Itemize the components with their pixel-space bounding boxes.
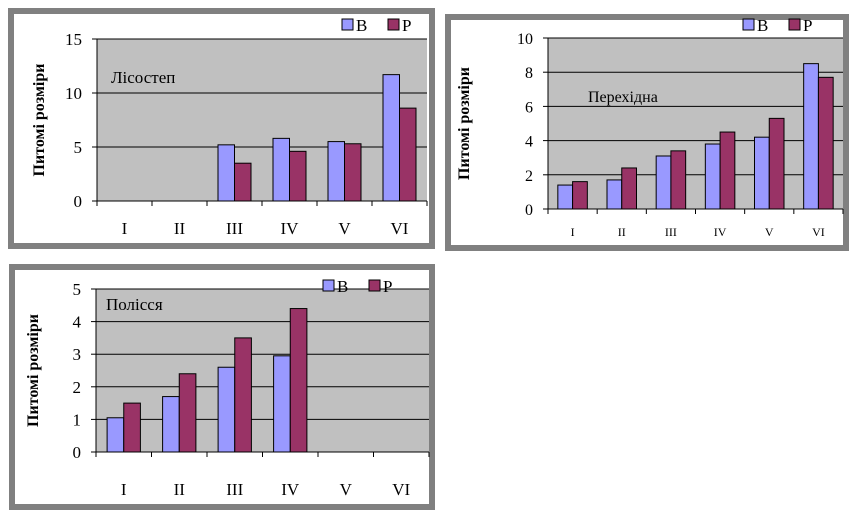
y-tick-label: 15	[65, 30, 82, 49]
region-annotation: Полісся	[106, 295, 163, 314]
y-tick-label: 10	[517, 31, 533, 48]
y-tick-label: 10	[65, 84, 82, 103]
chart-panel-perekhidna: 0 2 4 6 8 10 I II III IV V VI Питомі розміри Перехідн…	[445, 14, 849, 251]
bar-p-II	[621, 167, 637, 210]
legend-label-b: В	[337, 277, 348, 296]
category-label: II	[618, 225, 626, 239]
y-tick-label: 4	[73, 313, 82, 332]
bar-p-II	[178, 373, 197, 453]
y-tick-label: 8	[525, 65, 533, 82]
category-label: VI	[391, 219, 409, 238]
legend-swatch-p	[788, 18, 801, 31]
category-label: V	[765, 225, 774, 239]
legend-swatch-b	[341, 18, 354, 31]
category-label: III	[665, 225, 677, 239]
chart-panel-polissia: 0 1 2 3 4 5 I II III IV V VI Питомі розміри Полісся В Р	[9, 264, 435, 510]
category-label: I	[122, 219, 128, 238]
legend-swatch-b	[742, 18, 755, 31]
bar-p-III	[234, 162, 252, 202]
legend-label-p: Р	[803, 16, 812, 35]
y-tick-label: 2	[525, 168, 533, 185]
plot-area	[97, 39, 427, 201]
y-tick-label: 4	[525, 134, 533, 151]
legend-label-b: В	[356, 16, 367, 35]
bar-b-VI	[803, 63, 819, 210]
bar-b-IV	[704, 143, 721, 210]
bar-p-VI	[399, 107, 417, 202]
category-label: III	[226, 480, 243, 499]
bar-p-III	[670, 150, 687, 210]
category-label: VI	[392, 480, 410, 499]
y-tick-label: 5	[74, 138, 83, 157]
y-tick-label: 0	[73, 443, 82, 462]
y-tick-label: 5	[73, 280, 82, 299]
plot-area	[96, 289, 429, 452]
bar-p-IV	[719, 131, 736, 210]
y-tick-label: 2	[73, 378, 82, 397]
y-tick-label: 1	[73, 410, 82, 429]
y-tick-label: 6	[525, 99, 533, 116]
legend-label-p: Р	[402, 16, 411, 35]
chart-panel-lisostep: 0 5 10 15 I II III IV V VI Питомі розміри Лісостеп В…	[8, 8, 435, 249]
bar-b-III	[655, 155, 672, 210]
bar-b-IV	[273, 355, 291, 453]
y-axis-label: Питомі розміри	[456, 67, 473, 180]
bar-b-IV	[272, 137, 290, 202]
bar-b-I	[106, 417, 125, 453]
y-tick-label: 0	[525, 202, 533, 219]
bar-b-III	[217, 366, 236, 453]
y-tick-label: 3	[73, 345, 82, 364]
legend-swatch-p	[387, 18, 400, 31]
bar-b-V	[754, 136, 770, 210]
category-label: IV	[281, 480, 300, 499]
legend-label-b: В	[757, 16, 768, 35]
bar-b-II	[606, 179, 623, 210]
category-label: VI	[812, 225, 825, 239]
bar-p-V	[344, 143, 362, 202]
category-label: IV	[714, 225, 727, 239]
y-axis-label: Питомі розміри	[31, 64, 48, 177]
bar-p-VI	[817, 76, 834, 210]
bar-b-III	[217, 144, 235, 202]
category-label: IV	[281, 219, 300, 238]
category-label: III	[226, 219, 243, 238]
bar-b-VI	[382, 74, 400, 202]
bar-p-I	[572, 181, 588, 210]
plot-area	[548, 38, 843, 209]
bar-p-IV	[289, 308, 308, 453]
bar-p-IV	[289, 150, 307, 202]
region-annotation: Лісостеп	[111, 68, 175, 87]
bar-b-II	[162, 396, 180, 453]
category-label: I	[121, 480, 127, 499]
legend-swatch-b	[322, 279, 335, 292]
category-label: II	[174, 219, 186, 238]
legend-swatch-p	[368, 279, 381, 292]
region-annotation: Перехідна	[588, 89, 658, 106]
category-label: V	[338, 219, 351, 238]
bar-p-III	[234, 337, 252, 453]
legend-label-p: Р	[383, 277, 392, 296]
bar-p-V	[768, 117, 785, 210]
bar-b-V	[327, 141, 345, 202]
y-axis-label: Питомі розміри	[25, 314, 42, 427]
category-label: I	[571, 225, 575, 239]
category-label: V	[340, 480, 353, 499]
bar-p-I	[123, 402, 141, 453]
category-label: II	[174, 480, 186, 499]
y-tick-label: 0	[74, 192, 83, 211]
bar-b-I	[557, 184, 574, 210]
